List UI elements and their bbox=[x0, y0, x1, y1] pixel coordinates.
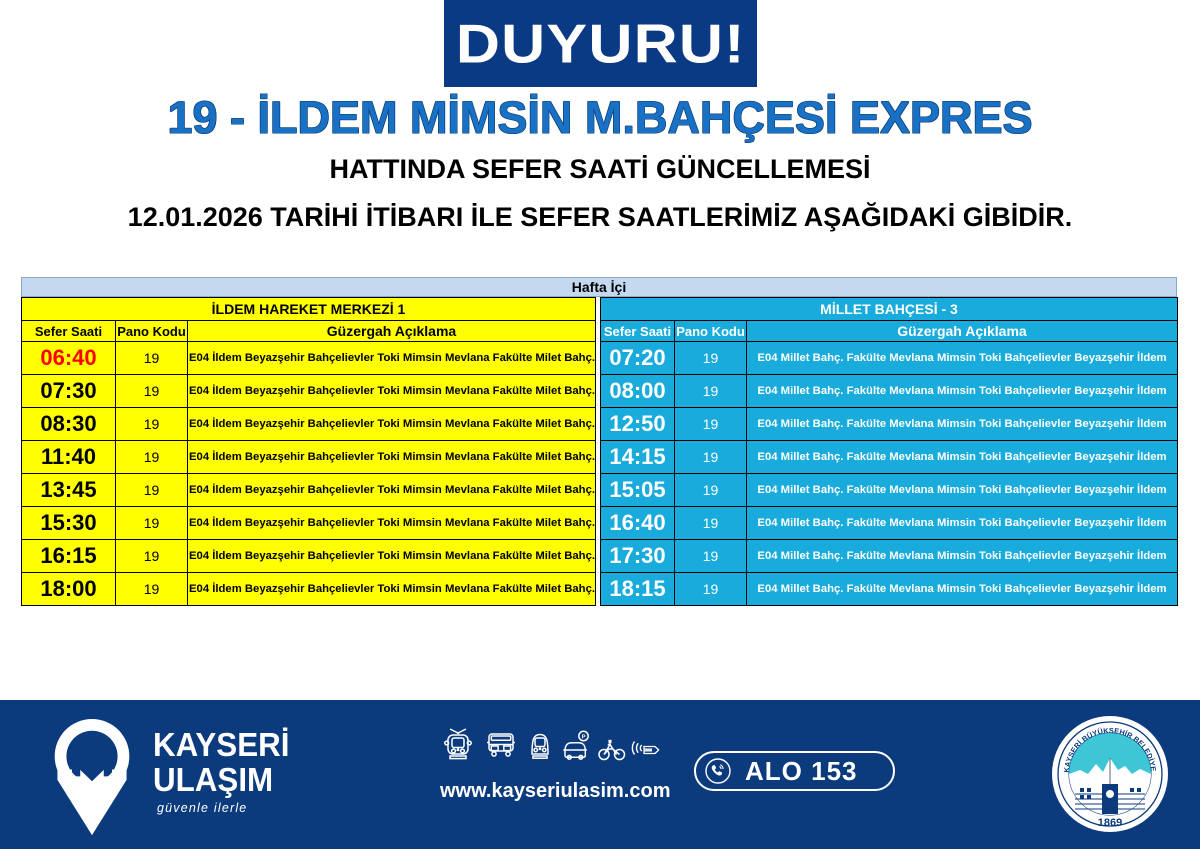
svg-text:P: P bbox=[582, 735, 586, 741]
svg-text:1869: 1869 bbox=[1098, 817, 1122, 829]
